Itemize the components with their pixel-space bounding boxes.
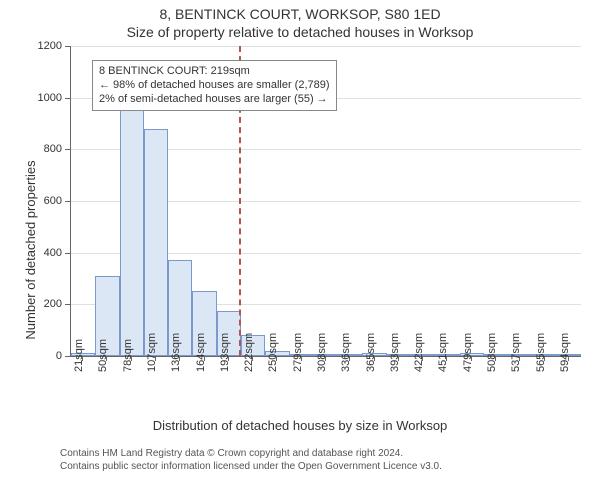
y-tick-mark [65, 201, 70, 202]
x-axis-label: Distribution of detached houses by size … [0, 418, 600, 433]
annotation-line-2: ← 98% of detached houses are smaller (2,… [99, 79, 330, 93]
y-tick-label: 1200 [30, 40, 62, 52]
histogram-bar [120, 103, 144, 356]
y-tick-mark [65, 98, 70, 99]
annotation-line-3: 2% of semi-detached houses are larger (5… [99, 93, 330, 107]
footer-attribution: Contains HM Land Registry data © Crown c… [60, 448, 442, 473]
annotation-box: 8 BENTINCK COURT: 219sqm ← 98% of detach… [92, 60, 337, 111]
y-tick-label: 0 [30, 350, 62, 362]
y-tick-label: 600 [30, 195, 62, 207]
y-tick-label: 400 [30, 247, 62, 259]
y-tick-mark [65, 46, 70, 47]
y-tick-mark [65, 253, 70, 254]
y-tick-label: 800 [30, 143, 62, 155]
gridline [71, 46, 581, 47]
footer-line-2: Contains public sector information licen… [60, 461, 442, 474]
y-tick-label: 200 [30, 298, 62, 310]
y-tick-mark [65, 304, 70, 305]
annotation-line-1: 8 BENTINCK COURT: 219sqm [99, 65, 330, 79]
y-tick-label: 1000 [30, 92, 62, 104]
chart-title-sub: Size of property relative to detached ho… [0, 24, 600, 40]
footer-line-1: Contains HM Land Registry data © Crown c… [60, 448, 442, 461]
y-tick-mark [65, 149, 70, 150]
chart-title-main: 8, BENTINCK COURT, WORKSOP, S80 1ED [0, 6, 600, 22]
histogram-bar [144, 129, 168, 356]
y-tick-mark [65, 356, 70, 357]
chart-container: { "titles": { "main": "8, BENTINCK COURT… [0, 0, 600, 500]
